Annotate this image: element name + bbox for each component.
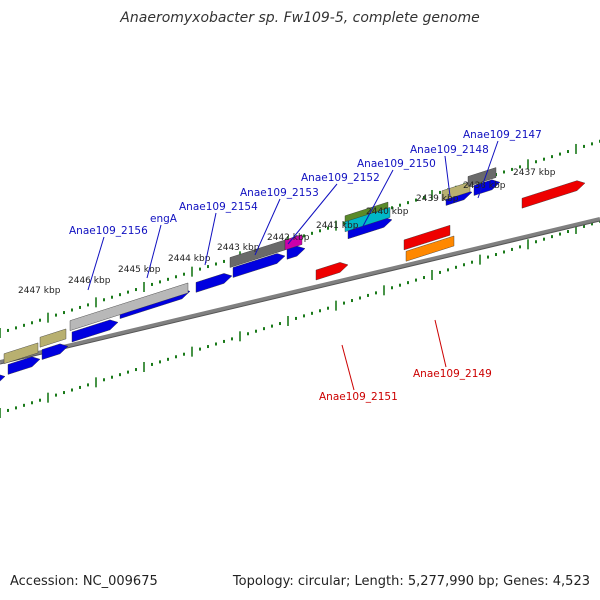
ruler-labels: 2437 kbp 2438 kbp 2439 kbp 2440 kbp 2441 kbp…	[18, 168, 556, 296]
gene-label: Anae109_2148	[410, 144, 489, 156]
label-leader-line	[341, 344, 355, 391]
backbone-line	[0, 217, 600, 364]
gene-feature	[195, 273, 233, 293]
gene-labels: Anae109_2147 Anae109_2148 Anae109_2150 Anae…	[69, 129, 542, 403]
genome-backbone	[0, 217, 600, 365]
map-title: Anaeromyxobacter sp. Fw109-5, complete g…	[120, 10, 480, 26]
gene-feature	[232, 253, 286, 278]
accession-text: Accession: NC_009675	[10, 574, 158, 589]
gene-feature	[521, 180, 586, 209]
gene-feature	[39, 328, 67, 348]
gene-feature	[315, 262, 349, 281]
gene-feature	[344, 207, 391, 233]
label-leader-line	[444, 155, 451, 197]
gene-feature	[0, 374, 6, 382]
ruler-label: 2439 kbp	[416, 194, 459, 204]
gene-label: engA	[150, 213, 178, 225]
feature-track	[0, 167, 586, 382]
label-leader-line	[87, 236, 105, 291]
ruler-label: 2440 kbp	[366, 207, 409, 217]
label-leader-line	[434, 319, 447, 368]
ruler-label: 2441 kbp	[316, 221, 359, 231]
ruler-label: 2446 kbp	[68, 276, 111, 286]
gene-label: Anae109_2149	[413, 368, 492, 380]
gene-label: Anae109_2152	[301, 172, 380, 184]
ruler-label: 2444 kbp	[168, 254, 211, 264]
genome-summary-text: Topology: circular; Length: 5,277,990 bp…	[232, 574, 590, 589]
label-leader-line	[477, 140, 499, 199]
ruler-label: 2438 kbp	[463, 181, 506, 191]
gene-label: Anae109_2151	[319, 391, 398, 403]
gene-label: Anae109_2150	[357, 158, 436, 170]
ruler-label: 2445 kbp	[118, 265, 161, 275]
gene-label: Anae109_2156	[69, 225, 148, 237]
gene-feature	[467, 167, 497, 187]
lower-tick-track	[0, 219, 600, 418]
gene-label: Anae109_2153	[240, 187, 319, 199]
backbone-shadow	[0, 220, 600, 365]
ruler-label: 2437 kbp	[513, 168, 556, 178]
gene-feature	[284, 234, 303, 251]
ruler-label: 2447 kbp	[18, 286, 61, 296]
gene-feature	[71, 319, 119, 343]
label-leader-line	[146, 224, 162, 279]
gene-label: Anae109_2147	[463, 129, 542, 141]
gene-feature	[41, 343, 69, 360]
gene-feature	[69, 282, 189, 331]
gene-feature	[441, 181, 471, 202]
label-leader-line	[287, 183, 338, 245]
ruler-label: 2442 kbp	[267, 233, 310, 243]
gene-label: Anae109_2154	[179, 201, 258, 213]
gene-feature	[7, 356, 41, 375]
ruler-label: 2443 kbp	[217, 243, 260, 253]
label-leader-line	[254, 198, 281, 256]
gene-feature	[3, 342, 39, 364]
gene-feature	[403, 224, 451, 251]
gene-feature	[405, 235, 455, 262]
label-leader-line	[361, 169, 394, 229]
label-leader-line	[204, 212, 217, 266]
